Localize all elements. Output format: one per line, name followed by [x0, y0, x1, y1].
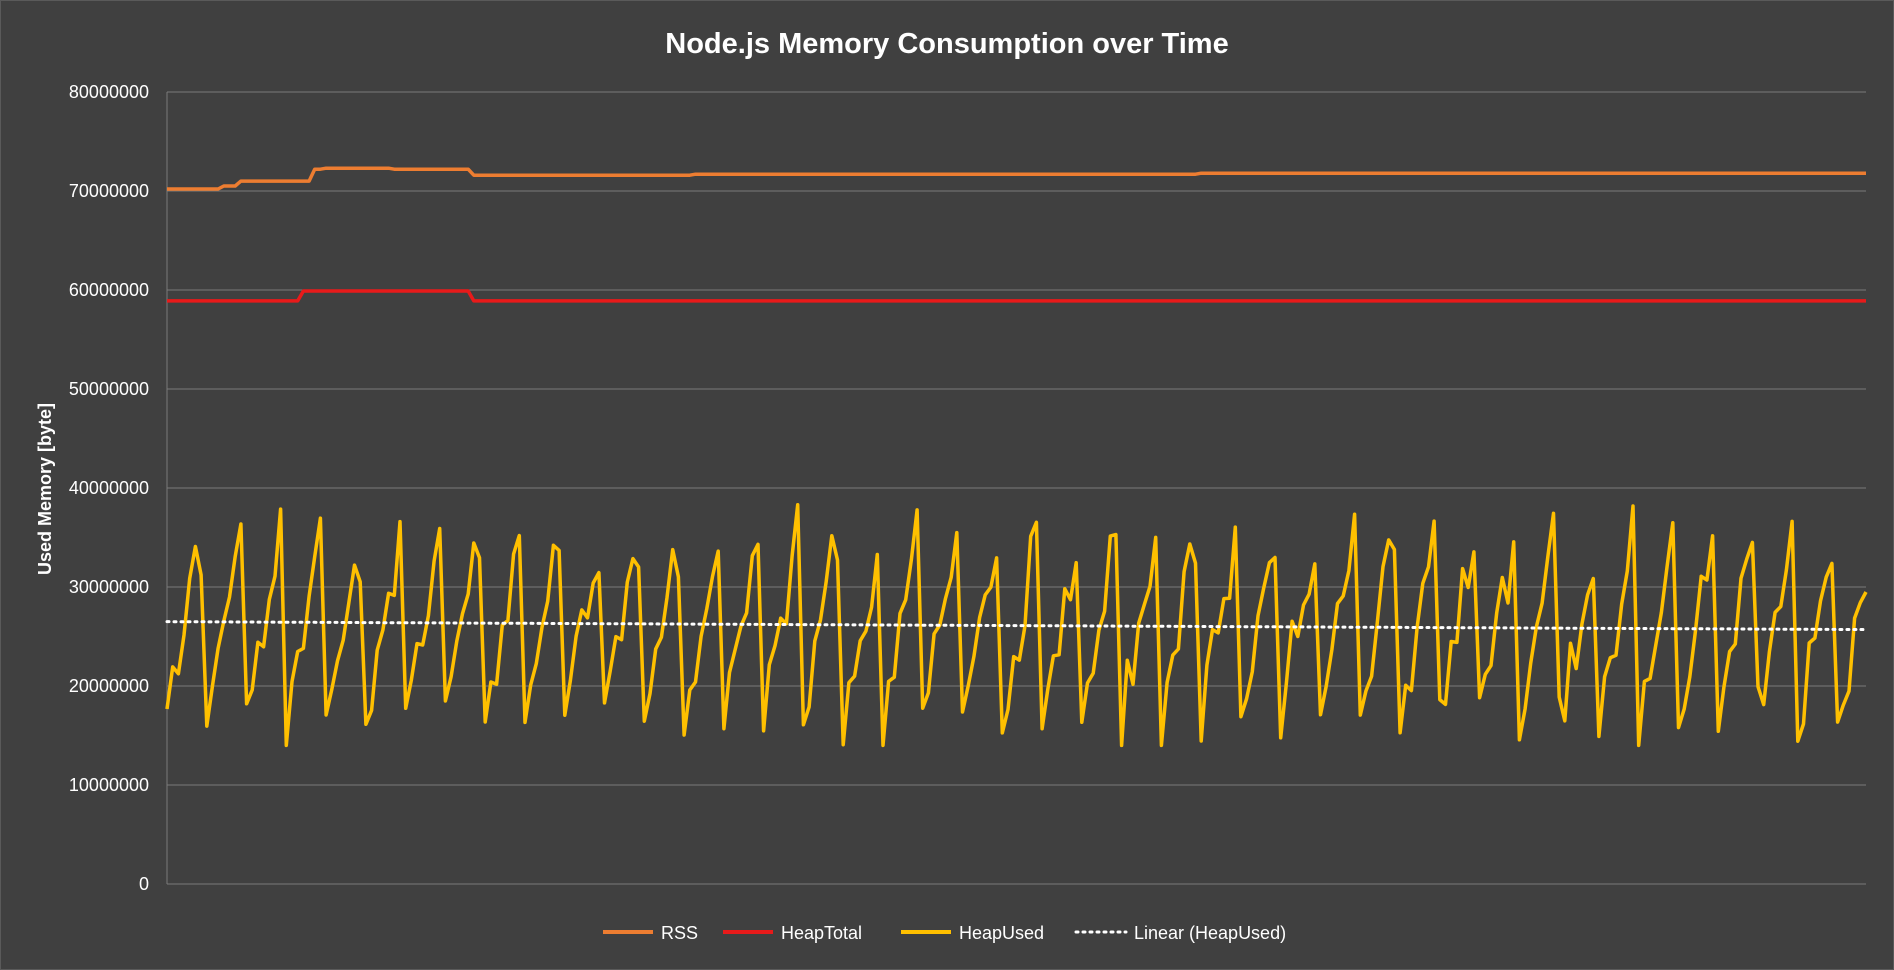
series-line-heapused: [165, 503, 1868, 748]
y-axis-ticks: 0 10000000 20000000 30000000 40000000 5000000…: [69, 82, 149, 894]
y-tick-label: 50000000: [69, 379, 149, 399]
legend-label: RSS: [661, 923, 698, 943]
series-line-rss: [167, 166, 1866, 191]
y-tick-label: 80000000: [69, 82, 149, 102]
y-tick-label: 20000000: [69, 676, 149, 696]
legend-label: HeapTotal: [781, 923, 862, 943]
series-lines: [165, 166, 1868, 748]
y-tick-label: 0: [139, 874, 149, 894]
gridlines: [166, 91, 1866, 885]
legend: RSS HeapTotal HeapUsed Linear (HeapUsed): [603, 923, 1286, 943]
chart-title: Node.js Memory Consumption over Time: [665, 28, 1228, 60]
y-tick-label: 70000000: [69, 181, 149, 201]
y-axis-label: Used Memory [byte]: [35, 403, 55, 575]
y-tick-label: 60000000: [69, 280, 149, 300]
series-line-heaptotal: [167, 289, 1866, 303]
series-line-linear-heapused: [165, 620, 1868, 632]
y-tick-label: 30000000: [69, 577, 149, 597]
y-tick-label: 40000000: [69, 478, 149, 498]
legend-label: HeapUsed: [959, 923, 1044, 943]
legend-label: Linear (HeapUsed): [1134, 923, 1286, 943]
y-tick-label: 10000000: [69, 775, 149, 795]
